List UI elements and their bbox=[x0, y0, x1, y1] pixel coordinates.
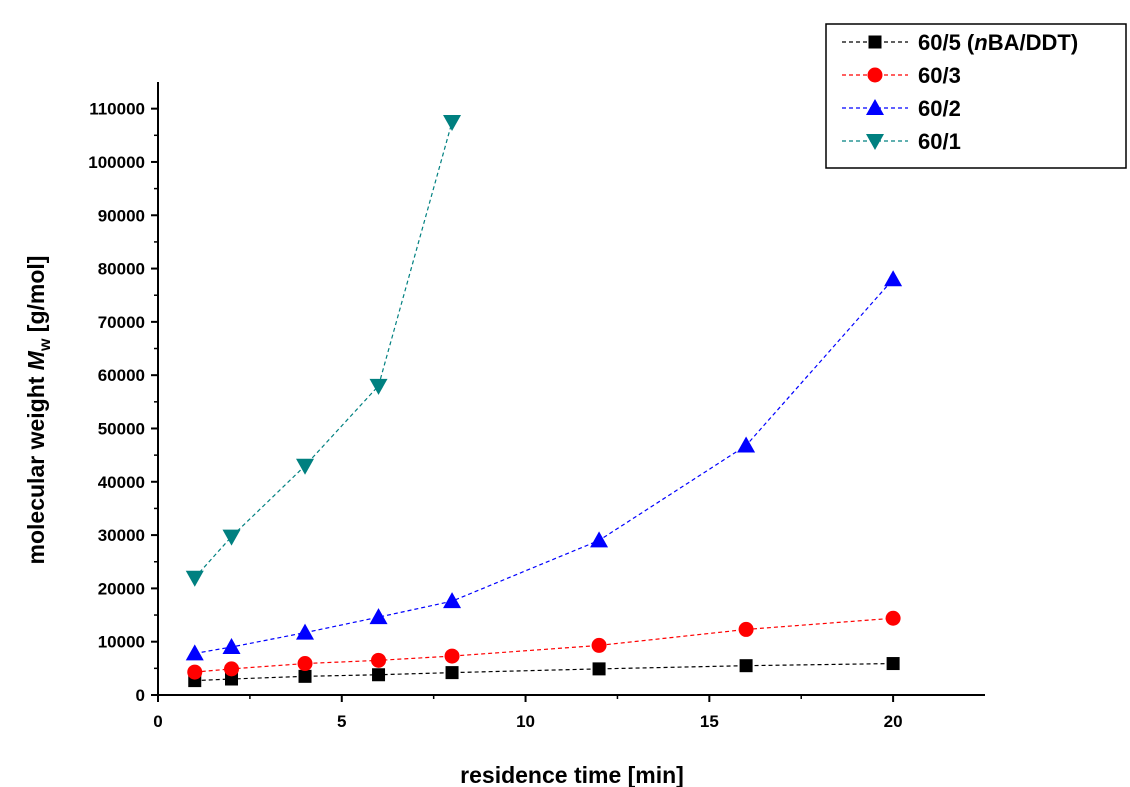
legend-label: 60/1 bbox=[918, 129, 961, 154]
data-point bbox=[372, 668, 386, 682]
legend: 60/5 (nBA/DDT) 60/3 60/2 60/1 bbox=[825, 23, 1127, 169]
y-axis-title-prefix: molecular weight bbox=[23, 370, 49, 564]
data-point bbox=[185, 570, 204, 587]
data-point bbox=[738, 621, 754, 637]
series-1 bbox=[188, 657, 900, 688]
x-tick-label: 0 bbox=[153, 712, 162, 731]
legend-items: 60/5 (nBA/DDT) 60/3 60/2 60/1 bbox=[842, 30, 1078, 154]
axes bbox=[157, 82, 985, 696]
axis-ticks: 0 5 10 15 20 0 10000 20000 30000 40000 50000 60000 7… bbox=[88, 100, 902, 731]
data-point bbox=[884, 270, 903, 287]
data-point bbox=[592, 662, 606, 676]
data-point bbox=[591, 637, 607, 653]
series-line bbox=[194, 617, 894, 673]
x-tick-label: 10 bbox=[516, 712, 535, 731]
x-tick-label: 15 bbox=[700, 712, 719, 731]
y-tick-label: 90000 bbox=[98, 206, 145, 225]
x-axis-title: residence time [min] bbox=[460, 762, 684, 787]
y-tick-label: 0 bbox=[136, 686, 145, 705]
y-axis-title-variable: M bbox=[23, 350, 49, 370]
legend-label: 60/5 (nBA/DDT) bbox=[918, 30, 1078, 55]
y-tick-label: 110000 bbox=[89, 100, 145, 119]
y-tick-label: 30000 bbox=[98, 526, 145, 545]
data-point bbox=[296, 458, 315, 475]
y-axis-title-subscript: w bbox=[37, 338, 54, 352]
y-axis-title: molecular weight Mw [g/mol] bbox=[23, 256, 54, 565]
data-point bbox=[224, 661, 240, 677]
data-point bbox=[445, 666, 459, 680]
y-tick-label: 20000 bbox=[98, 579, 145, 598]
data-point bbox=[443, 114, 462, 131]
legend-marker bbox=[866, 134, 884, 150]
data-point bbox=[185, 644, 204, 661]
y-tick-label: 10000 bbox=[98, 633, 145, 652]
data-point bbox=[885, 610, 901, 626]
series-line bbox=[194, 662, 894, 682]
y-axis-title-suffix: [g/mol] bbox=[23, 256, 49, 339]
data-point bbox=[187, 664, 203, 680]
x-tick-label: 20 bbox=[884, 712, 903, 731]
data-point bbox=[225, 672, 239, 686]
y-tick-label: 100000 bbox=[88, 153, 145, 172]
legend-item: 60/3 bbox=[842, 63, 961, 88]
legend-item: 60/1 bbox=[842, 129, 961, 154]
legend-item: 60/2 bbox=[842, 96, 961, 121]
series-layer bbox=[185, 114, 903, 688]
data-point bbox=[297, 656, 313, 672]
data-point bbox=[296, 623, 315, 640]
series-2 bbox=[187, 610, 901, 680]
series-line bbox=[194, 278, 894, 655]
series-3 bbox=[185, 270, 903, 661]
data-point bbox=[298, 669, 312, 683]
legend-marker bbox=[868, 35, 882, 49]
y-tick-label: 80000 bbox=[98, 260, 145, 279]
legend-label: 60/3 bbox=[918, 63, 961, 88]
legend-label: 60/2 bbox=[918, 96, 961, 121]
data-point bbox=[444, 648, 460, 664]
data-point bbox=[222, 529, 241, 546]
y-tick-label: 70000 bbox=[98, 313, 145, 332]
data-point bbox=[443, 592, 462, 609]
y-tick-label: 60000 bbox=[98, 366, 145, 385]
legend-item: 60/5 (nBA/DDT) bbox=[842, 30, 1078, 55]
x-tick-label: 5 bbox=[337, 712, 346, 731]
data-point bbox=[886, 657, 900, 671]
legend-marker bbox=[867, 67, 883, 83]
data-point bbox=[369, 608, 388, 625]
legend-marker bbox=[866, 99, 884, 115]
data-point bbox=[737, 436, 756, 453]
data-point bbox=[369, 378, 388, 395]
y-tick-label: 50000 bbox=[98, 419, 145, 438]
data-point bbox=[590, 531, 609, 548]
data-point bbox=[739, 659, 753, 673]
data-point bbox=[371, 652, 387, 668]
series-4 bbox=[185, 114, 462, 587]
y-tick-label: 40000 bbox=[98, 473, 145, 492]
data-point bbox=[222, 638, 241, 655]
series-line bbox=[194, 121, 453, 579]
